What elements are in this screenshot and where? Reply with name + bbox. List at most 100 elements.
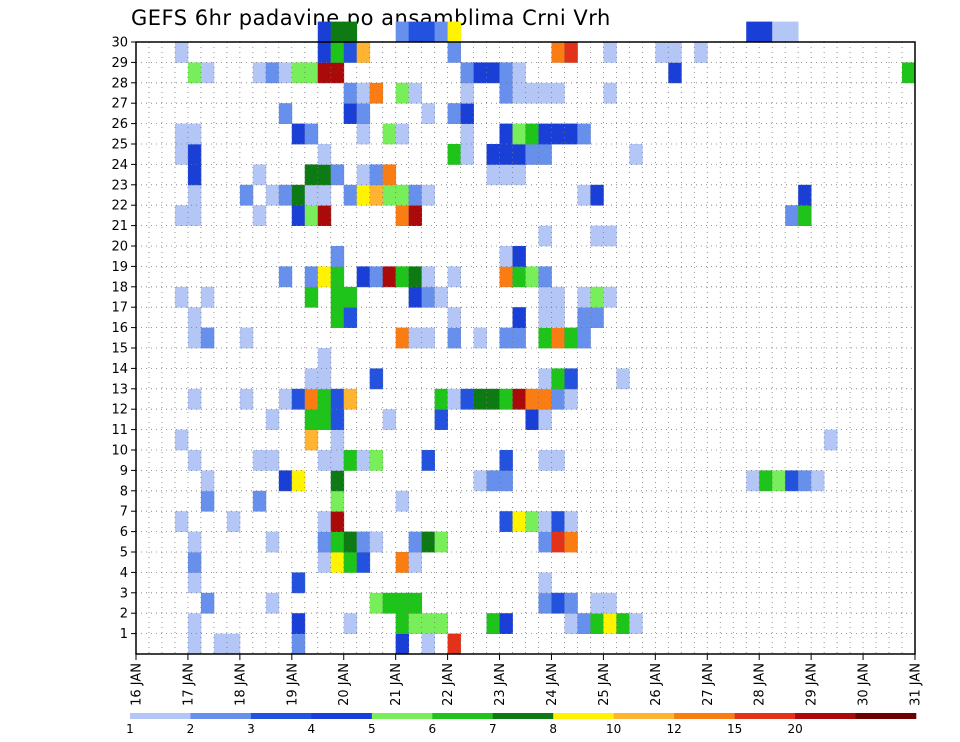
heatmap-cell [421, 184, 436, 206]
heatmap-cell [499, 450, 513, 471]
heatmap-cell [343, 21, 358, 43]
x-tick-label: 16 JAN [130, 663, 145, 706]
heatmap-cell [525, 266, 539, 288]
heatmap-cell [551, 388, 565, 410]
x-tick-label: 31 JAN [909, 663, 924, 706]
heatmap-cell [395, 592, 410, 614]
y-tick-label: 20 [111, 240, 128, 255]
heatmap-cell [590, 592, 604, 614]
heatmap-cell [317, 164, 332, 186]
heatmap-cell [317, 21, 332, 43]
heatmap-cell [538, 82, 552, 104]
heatmap-cell [460, 144, 474, 165]
heatmap-cell [603, 592, 617, 614]
heatmap-cell [772, 470, 786, 492]
heatmap-cell [330, 511, 345, 532]
heatmap-cell [330, 552, 345, 573]
chart-title: GEFS 6hr padavine po ansamblima Crni Vrh [131, 6, 611, 30]
x-tick-label: 25 JAN [597, 663, 612, 706]
heatmap-cell [473, 470, 487, 492]
y-tick-label: 13 [111, 382, 128, 397]
heatmap-cell [473, 62, 487, 84]
heatmap-cell [187, 205, 202, 226]
colorbar-swatch [371, 713, 433, 719]
heatmap-cell [343, 103, 358, 124]
heatmap-cell [538, 511, 552, 532]
heatmap-cell [421, 450, 436, 471]
heatmap-cell [525, 82, 539, 104]
heatmap-cell [278, 266, 293, 288]
heatmap-cell [798, 184, 812, 206]
heatmap-cell [330, 429, 345, 451]
colorbar: 1 2 3 4 5 6 7 8 10 12 15 20 [126, 713, 917, 736]
heatmap-cell [772, 21, 786, 43]
heatmap-cell [408, 266, 423, 288]
heatmap-cell [343, 286, 358, 308]
heatmap-cell [330, 409, 345, 430]
heatmap-cell [499, 388, 513, 410]
heatmap-cell [356, 266, 371, 288]
heatmap-cell [577, 123, 591, 145]
heatmap-cell [369, 82, 384, 104]
heatmap-cell [811, 470, 825, 492]
heatmap-cell [902, 62, 916, 84]
heatmap-cell [200, 286, 215, 308]
heatmap-cell [343, 307, 358, 328]
heatmap-cell [434, 409, 448, 430]
heatmap-cell [798, 470, 812, 492]
heatmap-cell [330, 62, 345, 84]
heatmap-cell [187, 307, 202, 328]
heatmap-cell [317, 62, 332, 84]
heatmap-cell [525, 144, 539, 165]
heatmap-cell [343, 531, 358, 553]
heatmap-cell [278, 62, 293, 84]
heatmap-cell [564, 613, 578, 634]
heatmap-cell [226, 511, 241, 532]
heatmap-cell [603, 613, 617, 634]
heatmap-cell [369, 368, 384, 390]
heatmap-cell [551, 511, 565, 532]
heatmap-cell [499, 470, 513, 492]
heatmap-cell [551, 123, 565, 145]
heatmap-cell [317, 205, 332, 226]
heatmap-cell [317, 144, 332, 165]
heatmap-cell [382, 266, 397, 288]
heatmap-cell [356, 42, 371, 63]
heatmap-cell [317, 552, 332, 573]
heatmap-cell [317, 348, 332, 369]
heatmap-cell [499, 246, 513, 267]
heatmap-cell [408, 552, 423, 573]
heatmap-cell [330, 490, 345, 512]
x-tick-label: 28 JAN [753, 663, 768, 706]
heatmap-cell [343, 552, 358, 573]
heatmap-cell [577, 286, 591, 308]
y-tick-label: 23 [111, 178, 128, 193]
heatmap-cells [174, 21, 916, 655]
heatmap-cell [304, 409, 319, 430]
heatmap-cell [655, 42, 669, 63]
heatmap-cell [408, 592, 423, 614]
heatmap-cell [317, 184, 332, 206]
heatmap-cell [538, 388, 552, 410]
heatmap-cell [278, 103, 293, 124]
heatmap-cell [538, 307, 552, 328]
heatmap-cell [460, 103, 474, 124]
heatmap-cell [421, 266, 436, 288]
heatmap-cell [317, 409, 332, 430]
heatmap-cell [265, 592, 280, 614]
colorbar-label: 4 [308, 722, 316, 736]
heatmap-cell [512, 62, 526, 84]
heatmap-cell [525, 388, 539, 410]
heatmap-cell [421, 633, 436, 655]
heatmap-cell [278, 388, 293, 410]
heatmap-cell [590, 225, 604, 247]
heatmap-cell [447, 144, 461, 165]
heatmap-cell [785, 205, 799, 226]
heatmap-cell [200, 327, 215, 349]
heatmap-cell [564, 123, 578, 145]
heatmap-cell [512, 246, 526, 267]
heatmap-cell [616, 368, 630, 390]
heatmap-cell [486, 62, 500, 84]
heatmap-cell [291, 572, 306, 594]
